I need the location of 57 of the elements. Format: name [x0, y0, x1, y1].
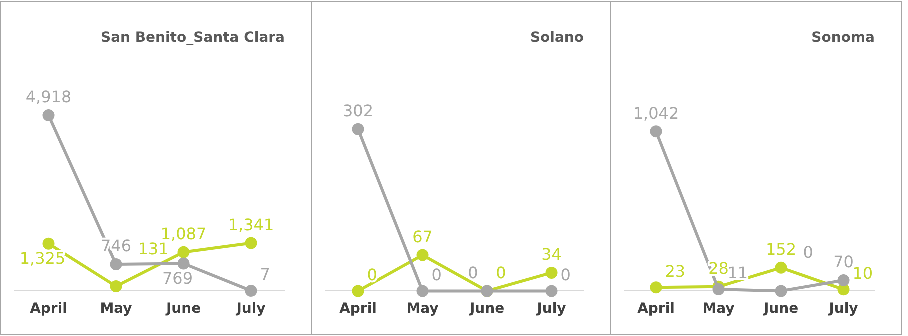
data-label: 0: [496, 263, 506, 282]
chart-title: San Benito_Santa Clara: [101, 30, 285, 46]
point: [42, 109, 55, 122]
point: [838, 274, 850, 286]
data-label: 28: [708, 259, 729, 278]
x-tick-label: April: [340, 301, 377, 318]
chart-title: Solano: [530, 30, 584, 46]
data-label: 67: [412, 227, 433, 246]
x-tick-label: May: [406, 301, 439, 318]
data-label: 152: [766, 240, 797, 260]
point: [416, 285, 429, 298]
data-label: 23: [665, 262, 686, 281]
x-tick-label: July: [536, 301, 566, 318]
data-label: 10: [852, 264, 874, 283]
point: [245, 284, 258, 297]
point: [546, 285, 558, 298]
x-tick-label: June: [762, 301, 799, 318]
chart-title: Sonoma: [812, 30, 875, 46]
data-label: 302: [342, 101, 374, 120]
point: [245, 237, 258, 250]
data-label: 70: [834, 252, 854, 272]
x-tick-label: June: [165, 301, 202, 318]
point: [775, 285, 788, 298]
point: [110, 280, 122, 293]
point: [178, 258, 190, 270]
point: [110, 258, 122, 271]
point: [838, 284, 850, 296]
data-label: 0: [803, 243, 814, 262]
x-tick-label: April: [638, 301, 675, 318]
point: [775, 262, 788, 274]
x-tick-label: July: [236, 301, 266, 318]
point: [546, 266, 558, 279]
data-label: 0: [432, 265, 442, 284]
data-label: 0: [367, 265, 378, 284]
data-label: 0: [468, 263, 478, 282]
data-label: 1,042: [633, 104, 680, 123]
point: [712, 284, 725, 296]
x-tick-label: May: [100, 301, 132, 318]
point: [352, 123, 364, 136]
data-label: 7: [260, 265, 270, 284]
x-tick-label: July: [828, 301, 858, 318]
point: [42, 238, 55, 250]
data-label: 769: [162, 268, 194, 288]
data-label: 1,341: [228, 215, 274, 234]
x-tick-label: May: [702, 301, 735, 318]
point: [650, 282, 662, 294]
point: [352, 285, 364, 298]
data-label: 34: [542, 245, 562, 264]
point: [416, 249, 429, 262]
x-tick-label: April: [30, 301, 68, 318]
data-label: 0: [560, 265, 571, 284]
point: [650, 126, 662, 138]
x-tick-label: June: [468, 301, 505, 318]
data-label: 4,918: [26, 88, 72, 107]
data-label: 11: [728, 264, 748, 283]
data-label: 1,325: [20, 249, 66, 268]
point: [178, 246, 190, 258]
